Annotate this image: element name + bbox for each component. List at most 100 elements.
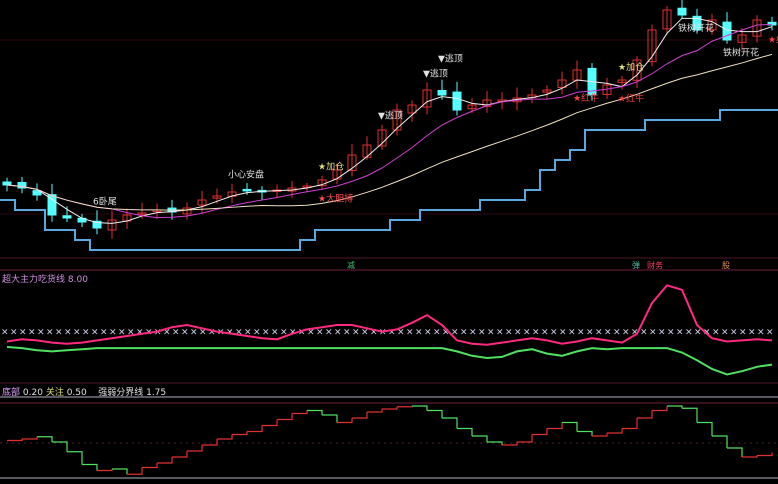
indicator-marker: 财务 bbox=[647, 260, 663, 270]
step-segment bbox=[277, 413, 293, 421]
step-segment bbox=[487, 441, 503, 445]
candle bbox=[92, 220, 102, 229]
candle bbox=[32, 190, 42, 196]
step-segment bbox=[652, 406, 668, 412]
x-mark: × bbox=[271, 328, 279, 338]
x-mark: × bbox=[532, 328, 540, 338]
signal-annotation: ★加仓 bbox=[618, 61, 644, 73]
candle bbox=[752, 19, 762, 37]
x-mark: × bbox=[613, 328, 621, 338]
x-mark: × bbox=[442, 328, 450, 338]
x-mark: × bbox=[658, 328, 666, 338]
x-mark: × bbox=[262, 328, 270, 338]
step-segment bbox=[442, 417, 458, 429]
candle bbox=[707, 19, 717, 31]
step-segment bbox=[232, 431, 248, 436]
candle bbox=[617, 79, 627, 83]
x-mark: × bbox=[604, 328, 612, 338]
x-mark: × bbox=[28, 328, 36, 338]
step-segment bbox=[217, 434, 233, 440]
step-segment bbox=[157, 457, 173, 464]
x-mark: × bbox=[640, 328, 648, 338]
x-mark: × bbox=[388, 328, 396, 338]
indicator-line bbox=[6, 284, 773, 346]
x-mark: × bbox=[136, 328, 144, 338]
step-segment bbox=[22, 436, 38, 440]
signal-annotation: 6卧尾 bbox=[93, 195, 117, 207]
indicator-marker: 减 bbox=[347, 260, 355, 270]
step-segment bbox=[127, 467, 143, 475]
x-mark: × bbox=[82, 328, 90, 338]
candle bbox=[62, 215, 72, 219]
step-segment bbox=[172, 451, 188, 458]
x-mark: × bbox=[73, 328, 81, 338]
x-mark: × bbox=[514, 328, 522, 338]
x-mark: × bbox=[415, 328, 423, 338]
step-segment bbox=[397, 406, 413, 408]
x-mark: × bbox=[424, 328, 432, 338]
step-segment bbox=[727, 447, 743, 457]
step-segment bbox=[502, 442, 518, 446]
step-segment bbox=[412, 405, 428, 411]
x-mark: × bbox=[712, 328, 720, 338]
step-segment bbox=[682, 407, 698, 423]
signal-annotation: ★红牛 bbox=[618, 93, 644, 105]
candle bbox=[482, 99, 492, 107]
x-mark: × bbox=[37, 328, 45, 338]
signal-annotation: 铁树开花 bbox=[678, 22, 714, 34]
x-mark: × bbox=[577, 328, 585, 338]
step-segment bbox=[577, 430, 593, 436]
x-mark: × bbox=[199, 328, 207, 338]
x-mark: × bbox=[739, 328, 747, 338]
candle bbox=[2, 181, 12, 186]
step-segment bbox=[187, 445, 203, 452]
x-mark: × bbox=[244, 328, 252, 338]
step-segment bbox=[742, 455, 758, 458]
signal-annotation: ★红牛 bbox=[573, 92, 599, 104]
step-segment bbox=[457, 427, 473, 436]
candle bbox=[377, 129, 387, 147]
x-mark: × bbox=[730, 328, 738, 338]
x-mark: × bbox=[109, 328, 117, 338]
step-segment bbox=[637, 410, 653, 419]
moving-average-line bbox=[6, 53, 773, 211]
x-mark: × bbox=[622, 328, 630, 338]
candle bbox=[467, 104, 477, 110]
x-mark: × bbox=[334, 328, 342, 338]
x-mark: × bbox=[343, 328, 351, 338]
x-mark: × bbox=[478, 328, 486, 338]
x-mark: × bbox=[667, 328, 675, 338]
x-mark: × bbox=[766, 328, 774, 338]
step-segment bbox=[367, 409, 383, 413]
step-segment bbox=[667, 405, 683, 409]
x-mark: × bbox=[181, 328, 189, 338]
x-mark: × bbox=[298, 328, 306, 338]
middle-panel-title: 超大主力吃货线 8.00 bbox=[2, 275, 88, 285]
candle bbox=[542, 89, 552, 93]
indicator-marker: 弹 bbox=[632, 260, 640, 270]
candle bbox=[407, 104, 417, 114]
step-segment bbox=[382, 406, 398, 410]
candle bbox=[692, 15, 702, 31]
candle bbox=[107, 219, 117, 231]
x-mark: × bbox=[550, 328, 558, 338]
x-mark: × bbox=[361, 328, 369, 338]
x-mark: × bbox=[568, 328, 576, 338]
x-mark: × bbox=[253, 328, 261, 338]
x-mark: × bbox=[406, 328, 414, 338]
step-segment bbox=[142, 463, 158, 469]
x-mark: × bbox=[91, 328, 99, 338]
step-segment bbox=[262, 419, 278, 427]
step-segment bbox=[82, 463, 98, 471]
step-segment bbox=[547, 422, 563, 430]
x-mark: × bbox=[316, 328, 324, 338]
x-mark: × bbox=[172, 328, 180, 338]
candle bbox=[722, 21, 732, 41]
step-segment bbox=[517, 434, 533, 443]
step-segment bbox=[472, 435, 488, 442]
x-mark: × bbox=[649, 328, 657, 338]
candle bbox=[662, 9, 672, 30]
step-segment bbox=[307, 409, 323, 415]
step-segment bbox=[247, 425, 263, 433]
